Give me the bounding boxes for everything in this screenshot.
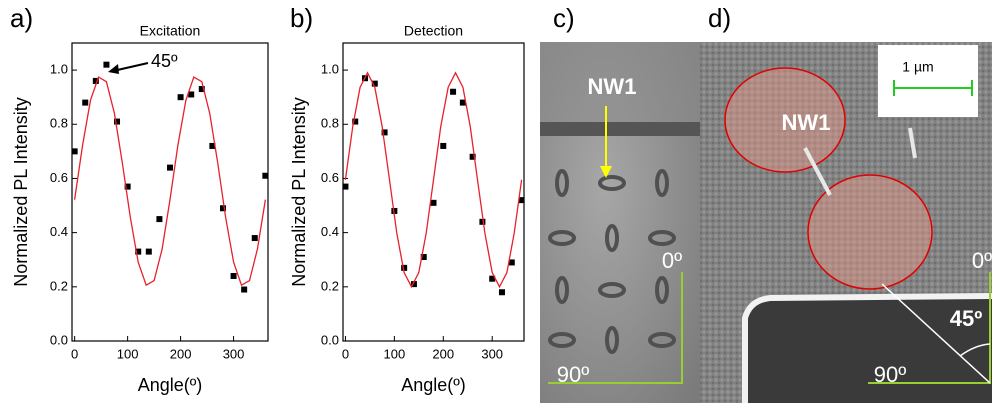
y-tick-label: 0.8 [50,116,68,131]
panel-label: c) [553,3,575,33]
angle-label: 45º [950,306,983,331]
y-axis-label: Normalized PL Intensity [289,97,309,286]
data-point [188,91,195,98]
data-point [479,218,486,225]
angle-line [881,283,991,384]
x-tick-label: 200 [170,346,192,361]
axes-lines [548,272,683,384]
data-point [251,235,258,242]
x-axis-label: Angle(º) [401,375,466,395]
y-tick-label: 0.2 [321,278,339,293]
data-point [167,164,173,171]
x-axis-label: Angle(º) [138,375,203,395]
x-tick-label: 0 [71,346,78,361]
plot-frame [342,42,525,342]
arrow-head [600,166,612,178]
wells [548,169,676,354]
plot-frame [71,42,269,342]
data-point [103,61,110,68]
data-point [518,197,525,204]
data-point [440,142,447,149]
data-point [262,172,269,179]
data-point [71,148,78,155]
marker-label: NW1 [782,110,831,135]
x-tick-label: 100 [117,346,139,361]
y-tick-label: 0.8 [321,116,339,131]
scale-label: 1 µm [902,59,933,75]
y-tick-label: 0.6 [50,170,68,185]
annotation: 45º [151,51,178,71]
chart-title: Detection [404,23,463,39]
x-tick-label: 300 [481,346,503,361]
data-point [177,94,184,101]
y-tick-label: 0.2 [50,278,68,293]
data-point [124,183,131,190]
data-point [198,86,205,93]
annotation-arrow-head [108,64,119,74]
fit-line [344,71,523,289]
data-point [508,259,515,266]
nanowire [803,147,832,196]
panel-label: d) [708,3,731,33]
zero-label: 0º [662,248,682,273]
region [724,67,846,173]
y-tick-label: 0.4 [50,224,68,239]
ninety-label: 90º [874,362,907,387]
data-point [371,80,378,87]
data-point [381,129,388,136]
y-tick-label: 0.0 [50,332,68,347]
region [540,42,700,132]
x-tick-label: 200 [432,346,454,361]
substrate [745,296,992,403]
data-point [135,248,142,255]
y-tick-label: 1.0 [50,62,68,77]
data-point [92,77,99,84]
panel-label: a) [10,3,33,33]
data-point [498,289,505,296]
ninety-label: 90º [557,362,590,387]
y-tick-label: 0.4 [321,224,339,239]
data-point [230,272,237,279]
data-point [82,99,89,106]
edge [742,293,992,403]
y-tick-label: 0.0 [321,332,339,347]
panel-label: b) [290,3,313,33]
data-point [114,118,121,125]
data-point [430,199,437,206]
data-point [401,264,408,271]
region [807,174,933,290]
data-point [489,275,496,282]
data-point [209,142,216,149]
annotation-arrow [112,62,149,72]
data-point [145,248,152,255]
image-d: 1 µm NW1 0º 90º 45º [700,42,992,403]
image-c: NW1 0º 90º [540,42,700,403]
y-axis-label: Normalized PL Intensity [11,97,31,286]
data-point [420,254,427,261]
data-point [342,183,349,190]
x-tick-label: 0 [342,346,349,361]
angle-arc [959,343,991,357]
fit-line [73,76,267,287]
y-tick-label: 0.6 [321,170,339,185]
x-tick-label: 300 [223,346,245,361]
y-tick-label: 1.0 [321,62,339,77]
data-point [469,153,476,160]
x-tick-label: 100 [384,346,406,361]
chart-title: Excitation [140,23,201,39]
stripe [540,122,700,136]
data-point [410,281,417,288]
data-point [459,99,466,106]
data-point [241,286,248,293]
zero-label: 0º [972,248,992,273]
data-point [219,205,226,212]
data-point [450,88,457,95]
marker-label: NW1 [588,74,637,99]
nanowire [908,127,917,159]
data-point [156,216,163,223]
data-point [352,118,359,125]
